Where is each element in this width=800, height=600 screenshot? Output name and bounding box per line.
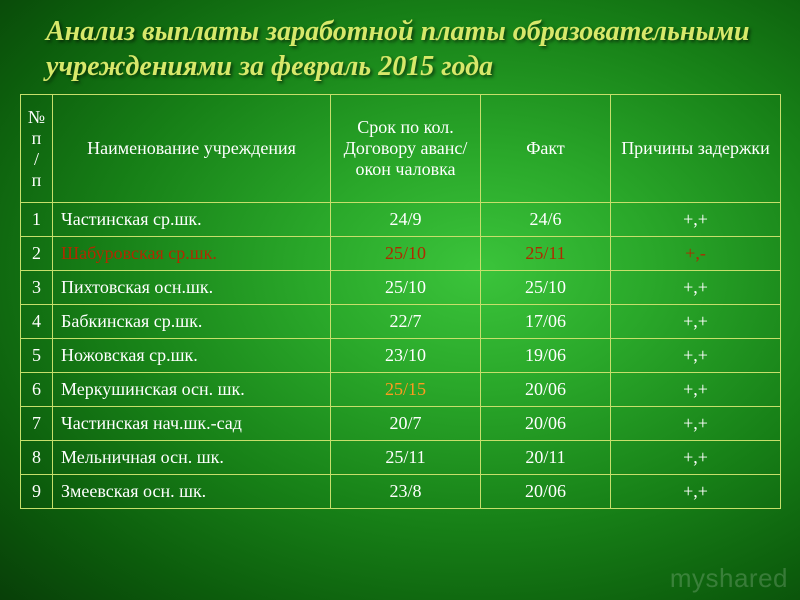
- payment-analysis-table: № п / п Наименование учреждения Срок по …: [20, 94, 781, 509]
- cell-term: 25/11: [331, 441, 481, 475]
- table-row: 3Пихтовская осн.шк.25/1025/10+,+: [21, 271, 781, 305]
- col-header-reason: Причины задержки: [611, 95, 781, 203]
- cell-idx: 4: [21, 305, 53, 339]
- col-header-fact: Факт: [481, 95, 611, 203]
- table-row: 9Змеевская осн. шк.23/820/06+,+: [21, 475, 781, 509]
- table-row: 7Частинская нач.шк.-сад20/720/06+,+: [21, 407, 781, 441]
- cell-idx: 8: [21, 441, 53, 475]
- cell-term: 25/10: [331, 271, 481, 305]
- cell-reason: +,+: [611, 407, 781, 441]
- cell-reason: +,+: [611, 475, 781, 509]
- col-header-name: Наименование учреждения: [53, 95, 331, 203]
- cell-term: 23/10: [331, 339, 481, 373]
- cell-fact: 24/6: [481, 203, 611, 237]
- cell-term: 25/15: [331, 373, 481, 407]
- cell-term: 22/7: [331, 305, 481, 339]
- cell-fact: 25/10: [481, 271, 611, 305]
- cell-fact: 25/11: [481, 237, 611, 271]
- cell-term: 25/10: [331, 237, 481, 271]
- table-row: 8Мельничная осн. шк.25/1120/11+,+: [21, 441, 781, 475]
- slide-title: Анализ выплаты заработной платы образова…: [0, 0, 800, 94]
- cell-fact: 20/11: [481, 441, 611, 475]
- cell-idx: 3: [21, 271, 53, 305]
- cell-term: 20/7: [331, 407, 481, 441]
- table-row: 6Меркушинская осн. шк.25/1520/06+,+: [21, 373, 781, 407]
- cell-reason: +,+: [611, 441, 781, 475]
- table-row: 2Шабуровская ср.шк.25/1025/11+,-: [21, 237, 781, 271]
- cell-idx: 6: [21, 373, 53, 407]
- cell-name: Частинская нач.шк.-сад: [53, 407, 331, 441]
- watermark: myshared: [670, 563, 788, 594]
- cell-idx: 7: [21, 407, 53, 441]
- table-row: 5Ножовская ср.шк.23/1019/06+,+: [21, 339, 781, 373]
- cell-name: Мельничная осн. шк.: [53, 441, 331, 475]
- cell-name: Ножовская ср.шк.: [53, 339, 331, 373]
- col-header-term: Срок по кол. Договору аванс/окон чаловка: [331, 95, 481, 203]
- table-header-row: № п / п Наименование учреждения Срок по …: [21, 95, 781, 203]
- cell-reason: +,+: [611, 339, 781, 373]
- col-header-idx: № п / п: [21, 95, 53, 203]
- cell-fact: 20/06: [481, 475, 611, 509]
- cell-term: 23/8: [331, 475, 481, 509]
- cell-fact: 20/06: [481, 407, 611, 441]
- cell-idx: 5: [21, 339, 53, 373]
- cell-name: Частинская ср.шк.: [53, 203, 331, 237]
- table-row: 1Частинская ср.шк.24/924/6+,+: [21, 203, 781, 237]
- cell-reason: +,+: [611, 305, 781, 339]
- cell-reason: +,+: [611, 203, 781, 237]
- cell-fact: 19/06: [481, 339, 611, 373]
- cell-name: Бабкинская ср.шк.: [53, 305, 331, 339]
- table-row: 4Бабкинская ср.шк.22/717/06+,+: [21, 305, 781, 339]
- cell-name: Меркушинская осн. шк.: [53, 373, 331, 407]
- cell-fact: 17/06: [481, 305, 611, 339]
- cell-name: Пихтовская осн.шк.: [53, 271, 331, 305]
- cell-idx: 1: [21, 203, 53, 237]
- cell-fact: 20/06: [481, 373, 611, 407]
- cell-reason: +,-: [611, 237, 781, 271]
- cell-idx: 9: [21, 475, 53, 509]
- cell-idx: 2: [21, 237, 53, 271]
- cell-reason: +,+: [611, 373, 781, 407]
- cell-name: Змеевская осн. шк.: [53, 475, 331, 509]
- cell-name: Шабуровская ср.шк.: [53, 237, 331, 271]
- cell-term: 24/9: [331, 203, 481, 237]
- cell-reason: +,+: [611, 271, 781, 305]
